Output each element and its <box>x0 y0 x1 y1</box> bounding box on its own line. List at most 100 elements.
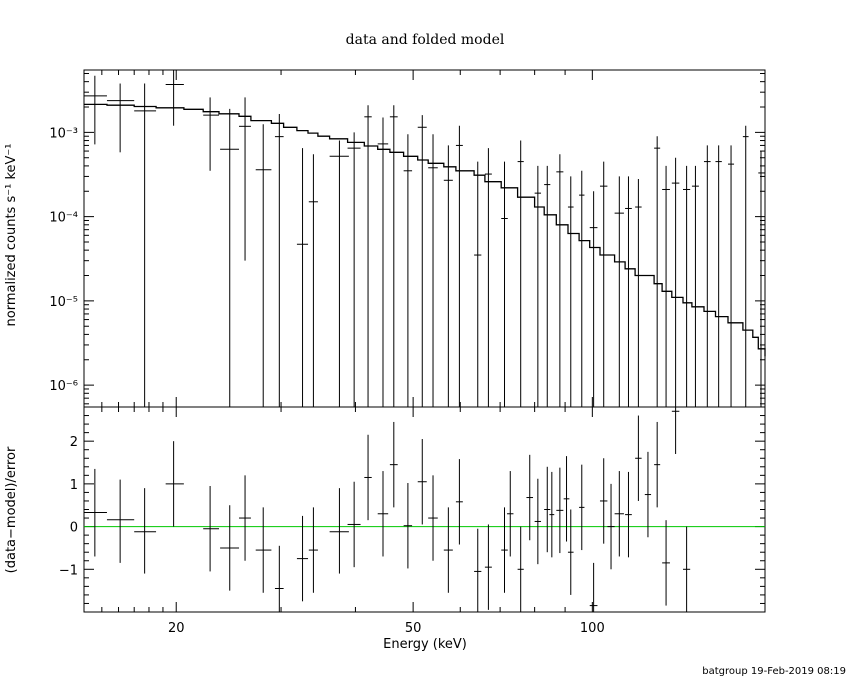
data-point <box>134 83 157 407</box>
residual-point <box>654 421 661 508</box>
residual-point <box>443 507 453 593</box>
residual-point <box>589 562 598 612</box>
bottom-y-ticks: 2 1 0 −1 <box>59 415 765 613</box>
data-point <box>484 148 492 407</box>
residual-point <box>567 509 574 595</box>
data-point <box>544 165 551 407</box>
data-point <box>443 145 453 407</box>
x-ticks: 20 50 100 <box>101 70 605 636</box>
data-point <box>428 134 438 407</box>
residual-point <box>635 415 642 501</box>
residual-point <box>364 434 372 521</box>
data-point <box>534 165 542 407</box>
data-point <box>389 105 398 407</box>
top-data-points <box>84 70 765 407</box>
residual-point <box>544 466 551 553</box>
bottom-y-tick-label: 1 <box>70 478 78 493</box>
residual-point <box>329 488 349 574</box>
data-point <box>474 161 482 407</box>
data-point <box>296 148 309 407</box>
data-point <box>329 140 349 407</box>
top-y-tick-label: 10⁻³ <box>49 126 78 141</box>
data-point <box>220 108 240 407</box>
data-point <box>308 154 318 407</box>
residual-point <box>308 507 318 593</box>
data-point <box>255 124 272 407</box>
residual-point <box>274 545 284 612</box>
residual-point <box>428 475 438 561</box>
data-point <box>715 145 722 407</box>
residual-point <box>579 464 585 551</box>
residual-data-points <box>84 407 691 612</box>
residual-point <box>377 471 389 557</box>
data-point <box>662 165 670 407</box>
residual-point <box>239 475 251 561</box>
data-point <box>671 157 680 407</box>
top-y-tick-label: 10⁻⁶ <box>49 379 78 394</box>
residual-point <box>644 451 652 538</box>
residual-point <box>625 471 632 558</box>
bottom-y-tick-label: 2 <box>70 435 78 450</box>
bottom-y-tick-label: 0 <box>70 521 78 536</box>
residual-point <box>507 471 514 557</box>
data-point <box>614 176 624 407</box>
residual-point <box>165 441 184 527</box>
residual-point <box>563 456 570 542</box>
data-point <box>758 151 765 407</box>
x-tick-label: 20 <box>168 621 185 636</box>
data-point <box>364 105 372 407</box>
data-point <box>403 134 413 407</box>
data-point <box>589 191 598 407</box>
residual-point <box>347 481 361 568</box>
residual-point <box>203 486 220 572</box>
residual-point <box>455 459 463 545</box>
data-point <box>377 117 389 407</box>
chart-title: data and folded model <box>346 32 505 48</box>
residual-point <box>534 478 542 565</box>
data-point <box>625 176 632 407</box>
top-y-ticks: 10⁻³ 10⁻⁴ 10⁻⁵ 10⁻⁶ <box>49 72 765 405</box>
data-point <box>728 145 735 407</box>
residual-point <box>549 471 555 558</box>
top-panel-frame <box>83 69 766 408</box>
data-point <box>742 125 749 407</box>
residual-point <box>662 520 670 606</box>
residual-point <box>389 421 398 508</box>
residual-point <box>255 507 272 593</box>
x-tick-label: 100 <box>580 621 605 636</box>
x-axis-label: Energy (keV) <box>383 637 467 652</box>
residual-point <box>599 458 608 544</box>
data-point <box>347 132 361 407</box>
residual-point <box>614 471 624 557</box>
residual-point <box>671 407 680 454</box>
residual-point <box>220 505 240 591</box>
data-point <box>165 70 184 126</box>
residual-point <box>417 439 427 525</box>
residual-point <box>484 524 492 610</box>
model-step-curve <box>84 103 766 357</box>
residual-point <box>607 483 615 570</box>
residual-point <box>296 515 309 602</box>
residual-point <box>501 507 508 593</box>
data-point <box>556 154 564 407</box>
top-y-axis-label: normalized counts s⁻¹ keV⁻¹ <box>4 144 19 327</box>
data-point <box>682 165 691 407</box>
data-point <box>203 97 220 171</box>
top-y-tick-label: 10⁻⁴ <box>49 211 78 226</box>
bottom-y-axis-label: (data−model)/error <box>4 446 19 573</box>
residual-point <box>526 454 534 541</box>
residual-point <box>556 467 564 554</box>
top-y-tick-label: 10⁻⁵ <box>49 295 78 310</box>
bottom-y-tick-label: −1 <box>59 563 78 578</box>
data-point <box>106 83 135 153</box>
footer-stamp: batgroup 19-Feb-2019 08:19 <box>702 666 846 677</box>
data-point <box>517 140 524 407</box>
data-point <box>654 136 661 407</box>
data-point <box>703 145 711 407</box>
data-point <box>567 176 574 407</box>
residual-point <box>106 479 135 563</box>
data-point <box>417 115 427 407</box>
data-point <box>455 125 463 407</box>
data-point <box>84 75 107 145</box>
